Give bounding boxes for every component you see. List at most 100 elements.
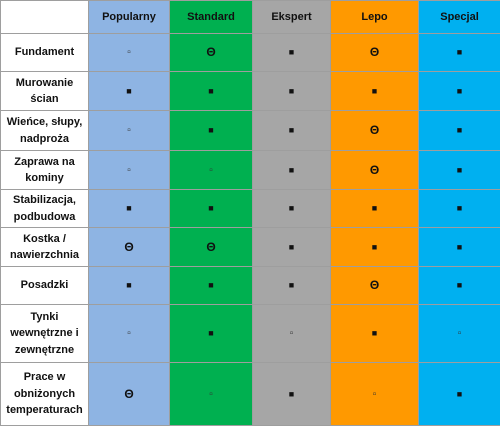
filled-square-icon: ■ — [208, 328, 213, 338]
table-row: Murowanie ścian ■ ■ ■ ■ ■ — [1, 72, 500, 111]
theta-symbol-icon: Θ — [370, 123, 379, 137]
empty-square-icon: ▫ — [127, 328, 131, 339]
table-row: Tynki wewnętrzne i zewnętrzne ▫ ■ ▫ ■ ▫ — [1, 305, 500, 363]
row-label: Wieńce, słupy, nadproża — [1, 111, 89, 151]
rating-cell: ▫ — [89, 151, 170, 190]
filled-square-icon: ■ — [289, 389, 294, 399]
rating-cell: ▫ — [89, 111, 170, 151]
rating-cell: ■ — [253, 228, 331, 267]
filled-square-icon: ■ — [372, 242, 377, 252]
column-header: Standard — [170, 1, 253, 34]
filled-square-icon: ■ — [289, 242, 294, 252]
rating-cell: ■ — [170, 72, 253, 111]
rating-cell: ■ — [331, 190, 419, 228]
rating-cell: ▫ — [170, 151, 253, 190]
filled-square-icon: ■ — [289, 280, 294, 290]
rating-cell: ■ — [331, 305, 419, 363]
filled-square-icon: ■ — [289, 47, 294, 57]
column-header: Popularny — [89, 1, 170, 34]
rating-cell: ■ — [419, 151, 500, 190]
table-row: Posadzki■■■Θ■ — [1, 267, 500, 305]
filled-square-icon: ■ — [289, 125, 294, 135]
filled-square-icon: ■ — [457, 86, 462, 96]
table-row: Wieńce, słupy, nadproża ▫ ■ ■ Θ ■ — [1, 111, 500, 151]
rating-cell: Θ — [89, 363, 170, 426]
rating-cell: Θ — [170, 34, 253, 72]
filled-square-icon: ■ — [457, 242, 462, 252]
column-header: Specjal — [419, 1, 500, 34]
filled-square-icon: ■ — [457, 47, 462, 57]
rating-cell: ■ — [331, 228, 419, 267]
column-header: Lepo — [331, 1, 419, 34]
rating-cell: Θ — [89, 228, 170, 267]
row-label: Prace w obniżonych temperaturach — [1, 363, 89, 426]
row-label: Murowanie ścian — [1, 72, 89, 111]
empty-square-icon: ▫ — [209, 389, 213, 400]
filled-square-icon: ■ — [126, 203, 131, 213]
row-label: Stabilizacja, podbudowa — [1, 190, 89, 228]
rating-cell: ■ — [419, 72, 500, 111]
empty-square-icon: ▫ — [458, 328, 462, 339]
empty-square-icon: ▫ — [127, 165, 131, 176]
theta-symbol-icon: Θ — [370, 163, 379, 177]
rating-cell: Θ — [331, 111, 419, 151]
rating-cell: ■ — [170, 267, 253, 305]
rating-cell: ▫ — [89, 34, 170, 72]
rating-cell: ■ — [419, 190, 500, 228]
rating-cell: Θ — [170, 228, 253, 267]
row-label: Fundament — [1, 34, 89, 72]
row-label: Kostka / nawierzchnia — [1, 228, 89, 267]
rating-cell: Θ — [331, 151, 419, 190]
rating-cell: ■ — [419, 363, 500, 426]
filled-square-icon: ■ — [208, 125, 213, 135]
rating-cell: ■ — [419, 267, 500, 305]
rating-cell: ▫ — [419, 305, 500, 363]
empty-square-icon: ▫ — [373, 389, 377, 400]
column-header: Ekspert — [253, 1, 331, 34]
filled-square-icon: ■ — [372, 86, 377, 96]
filled-square-icon: ■ — [457, 203, 462, 213]
rating-cell: ■ — [331, 72, 419, 111]
empty-square-icon: ▫ — [209, 165, 213, 176]
row-label: Tynki wewnętrzne i zewnętrzne — [1, 305, 89, 363]
rating-cell: ▫ — [253, 305, 331, 363]
row-label: Zaprawa na kominy — [1, 151, 89, 190]
filled-square-icon: ■ — [372, 328, 377, 338]
table-row: Prace w obniżonych temperaturach Θ ▫ ■ ▫ ■ — [1, 363, 500, 426]
theta-symbol-icon: Θ — [370, 278, 379, 292]
rating-cell: ■ — [253, 72, 331, 111]
rating-cell: ■ — [253, 111, 331, 151]
table-row: Stabilizacja, podbudowa■■■■■ — [1, 190, 500, 228]
filled-square-icon: ■ — [372, 203, 377, 213]
theta-symbol-icon: Θ — [206, 240, 215, 254]
rating-cell: ■ — [89, 267, 170, 305]
filled-square-icon: ■ — [208, 86, 213, 96]
rating-cell: ▫ — [170, 363, 253, 426]
row-label: Posadzki — [1, 267, 89, 305]
corner-cell — [1, 1, 89, 34]
rating-cell: ■ — [170, 111, 253, 151]
rating-cell: ■ — [89, 190, 170, 228]
filled-square-icon: ■ — [457, 389, 462, 399]
rating-cell: ■ — [253, 363, 331, 426]
rating-cell: ■ — [253, 151, 331, 190]
empty-square-icon: ▫ — [290, 328, 294, 339]
theta-symbol-icon: Θ — [206, 45, 215, 59]
theta-symbol-icon: Θ — [370, 45, 379, 59]
rating-cell: Θ — [331, 267, 419, 305]
table-row: Fundament▫ Θ ■ Θ ■ — [1, 34, 500, 72]
rating-cell: ■ — [170, 190, 253, 228]
rating-cell: ■ — [253, 190, 331, 228]
table-row: Zaprawa na kominy ▫ ▫ ■ Θ ■ — [1, 151, 500, 190]
theta-symbol-icon: Θ — [124, 387, 133, 401]
filled-square-icon: ■ — [126, 86, 131, 96]
empty-square-icon: ▫ — [127, 125, 131, 136]
rating-cell: ■ — [419, 228, 500, 267]
rating-cell: ■ — [419, 34, 500, 72]
rating-cell: Θ — [331, 34, 419, 72]
theta-symbol-icon: Θ — [124, 240, 133, 254]
rating-cell: ■ — [419, 111, 500, 151]
rating-cell: ■ — [89, 72, 170, 111]
filled-square-icon: ■ — [457, 125, 462, 135]
